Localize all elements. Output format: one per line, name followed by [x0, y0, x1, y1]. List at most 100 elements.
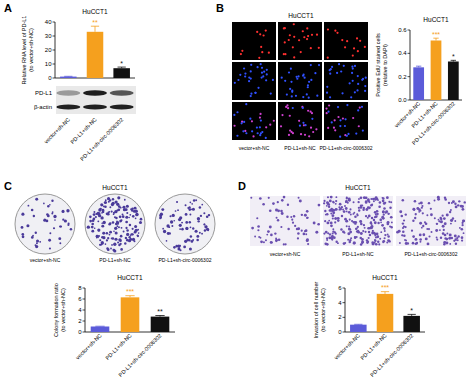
colony: [120, 235, 123, 238]
invaded-cell: [438, 220, 440, 222]
colony: [135, 213, 138, 216]
cell-dot: [361, 106, 363, 108]
cell-dot: [339, 119, 341, 121]
cell-dot: [261, 67, 263, 69]
invaded-cell: [405, 239, 407, 241]
colony: [132, 215, 135, 218]
marks: [91, 296, 170, 332]
invaded-cell: [372, 243, 375, 246]
colony: [126, 229, 129, 232]
invaded-cell: [383, 227, 385, 229]
invaded-cell: [383, 207, 386, 210]
invaded-cell: [380, 219, 382, 221]
error-bar: [118, 67, 126, 68]
significance: **: [157, 308, 163, 315]
colony: [188, 208, 191, 211]
invaded-cell: [415, 242, 417, 244]
invaded-cell: [332, 228, 334, 230]
cell-dot: [329, 69, 331, 71]
y-axis-label: (to vector+sh-NC): [60, 288, 66, 332]
colony: [114, 238, 117, 241]
invaded-cell: [384, 230, 386, 232]
invaded-cell: [454, 203, 456, 205]
invaded-cell: [401, 215, 404, 218]
invaded-cell: [324, 242, 327, 245]
colony: [117, 241, 119, 243]
invaded-cell: [370, 204, 373, 207]
colony: [101, 225, 104, 228]
colony: [161, 208, 164, 211]
invaded-cell: [275, 240, 277, 242]
cell-dot: [259, 116, 261, 118]
cell-dot: [289, 34, 291, 36]
invaded-cell: [335, 208, 338, 211]
invaded-cell: [428, 235, 430, 237]
invaded-cell: [437, 196, 440, 199]
invaded-cell: [414, 200, 417, 203]
invaded-cell: [364, 227, 366, 229]
invaded-cell: [347, 232, 350, 235]
error-bar: [408, 314, 416, 315]
invaded-cell: [390, 201, 392, 203]
colony: [58, 237, 61, 240]
colony: [21, 213, 24, 216]
invaded-cell: [339, 203, 342, 206]
cell-dot: [293, 36, 295, 38]
y-tick-label: 0: [338, 329, 342, 335]
colony: [119, 215, 122, 218]
cell-dot: [297, 75, 299, 77]
colony: [196, 239, 199, 242]
y-tick-label: 0: [48, 75, 52, 81]
invaded-cell: [382, 197, 384, 199]
invaded-cell: [335, 200, 337, 202]
y-tick-label: 6: [338, 285, 342, 291]
invaded-cell: [348, 211, 351, 214]
y-tick: [408, 53, 411, 54]
cell-dot: [268, 52, 270, 54]
invaded-cell: [412, 235, 415, 238]
bar: [377, 294, 394, 332]
invaded-cell: [333, 201, 335, 203]
invaded-cell: [346, 225, 348, 227]
y-tick-label: 0.0: [398, 97, 407, 103]
invaded-cell: [280, 226, 282, 228]
invaded-cell: [354, 236, 356, 238]
invaded-cell: [326, 205, 328, 207]
colony: [22, 236, 24, 238]
error-cap: [64, 76, 72, 77]
colony: [97, 228, 100, 231]
colony: [126, 205, 129, 208]
invaded-cell: [387, 239, 390, 242]
invaded-cell: [250, 197, 252, 199]
colony: [112, 198, 114, 200]
invaded-cell: [331, 214, 334, 217]
cell-dot: [344, 125, 346, 127]
invaded-cell: [454, 220, 456, 222]
invaded-cell: [399, 210, 402, 213]
colony: [175, 245, 178, 248]
invaded-cell: [313, 222, 316, 225]
invaded-cell: [419, 234, 422, 237]
colony: [185, 227, 188, 230]
invaded-cell: [348, 228, 351, 231]
invaded-cell: [368, 201, 370, 203]
invasion-image: [250, 196, 320, 246]
colony: [118, 205, 121, 208]
invaded-cell: [405, 242, 408, 245]
invaded-cell: [442, 225, 445, 228]
cell-dot: [265, 137, 267, 139]
cell-dot: [258, 57, 260, 59]
invaded-cell: [293, 215, 295, 217]
y-tick: [343, 317, 346, 318]
error-stem: [95, 26, 96, 32]
invaded-cell: [345, 200, 348, 203]
colony: [126, 233, 129, 236]
cell-dot: [308, 81, 310, 83]
colony: [120, 219, 122, 221]
bar: [413, 67, 424, 100]
invaded-cell: [430, 208, 432, 210]
cell-dot: [304, 124, 306, 126]
y-axis-label: Invasion of cell number: [313, 282, 319, 339]
colony: [119, 220, 122, 223]
colony: [140, 218, 143, 221]
